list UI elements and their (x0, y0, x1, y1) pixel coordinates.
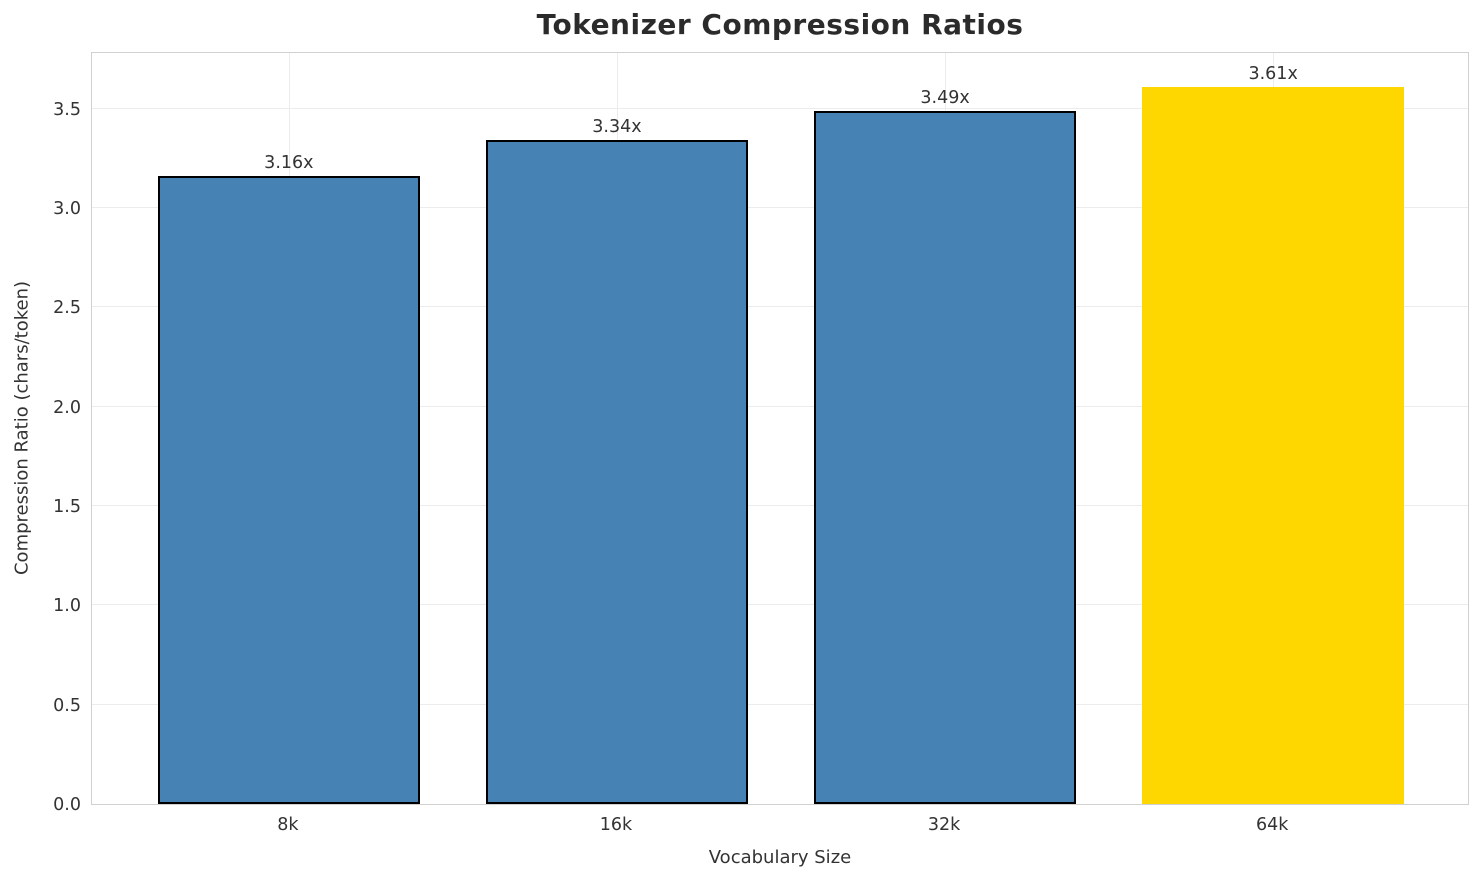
bar-value-label-64k: 3.61x (1248, 63, 1298, 84)
x-tick-label-8k: 8k (277, 815, 299, 835)
y-axis-label: Compression Ratio (chars/token) (11, 280, 33, 576)
gridline-y-3.0 (92, 206, 1468, 208)
y-tick-label-2.5: 2.5 (53, 298, 81, 319)
bar-64k (1141, 86, 1405, 804)
bar-value-label-8k: 3.16x (264, 153, 314, 174)
chart-title: Tokenizer Compression Ratios (536, 8, 1024, 41)
bar-16k (485, 140, 749, 804)
x-tick-label-64k: 64k (1255, 815, 1289, 835)
y-tick-label-1.5: 1.5 (53, 496, 81, 517)
x-tick-label-16k: 16k (599, 815, 633, 835)
y-tick-label-0.5: 0.5 (53, 695, 81, 716)
y-tick-label-3.0: 3.0 (53, 198, 81, 219)
y-tick-label-2.0: 2.0 (53, 397, 81, 418)
gridline-y-1.5 (92, 504, 1468, 506)
bar-value-label-32k: 3.49x (920, 87, 970, 108)
bar-value-label-16k: 3.34x (592, 117, 642, 138)
y-tick-label-3.5: 3.5 (53, 99, 81, 120)
gridline-y-2.0 (92, 405, 1468, 407)
x-tick-label-32k: 32k (927, 815, 961, 835)
gridline-y-3.5 (92, 107, 1468, 109)
gridline-y-2.5 (92, 306, 1468, 308)
plot-area: 3.16x 3.34x 3.49x 3.61x (91, 52, 1469, 805)
y-tick-label-1.0: 1.0 (53, 596, 81, 617)
y-tick-label-0.0: 0.0 (53, 795, 81, 815)
gridline-y-0.5 (92, 703, 1468, 705)
bar-32k (813, 110, 1077, 804)
bar-8k (157, 176, 421, 804)
gridline-y-1.0 (92, 604, 1468, 606)
x-axis-label: Vocabulary Size (708, 847, 852, 868)
